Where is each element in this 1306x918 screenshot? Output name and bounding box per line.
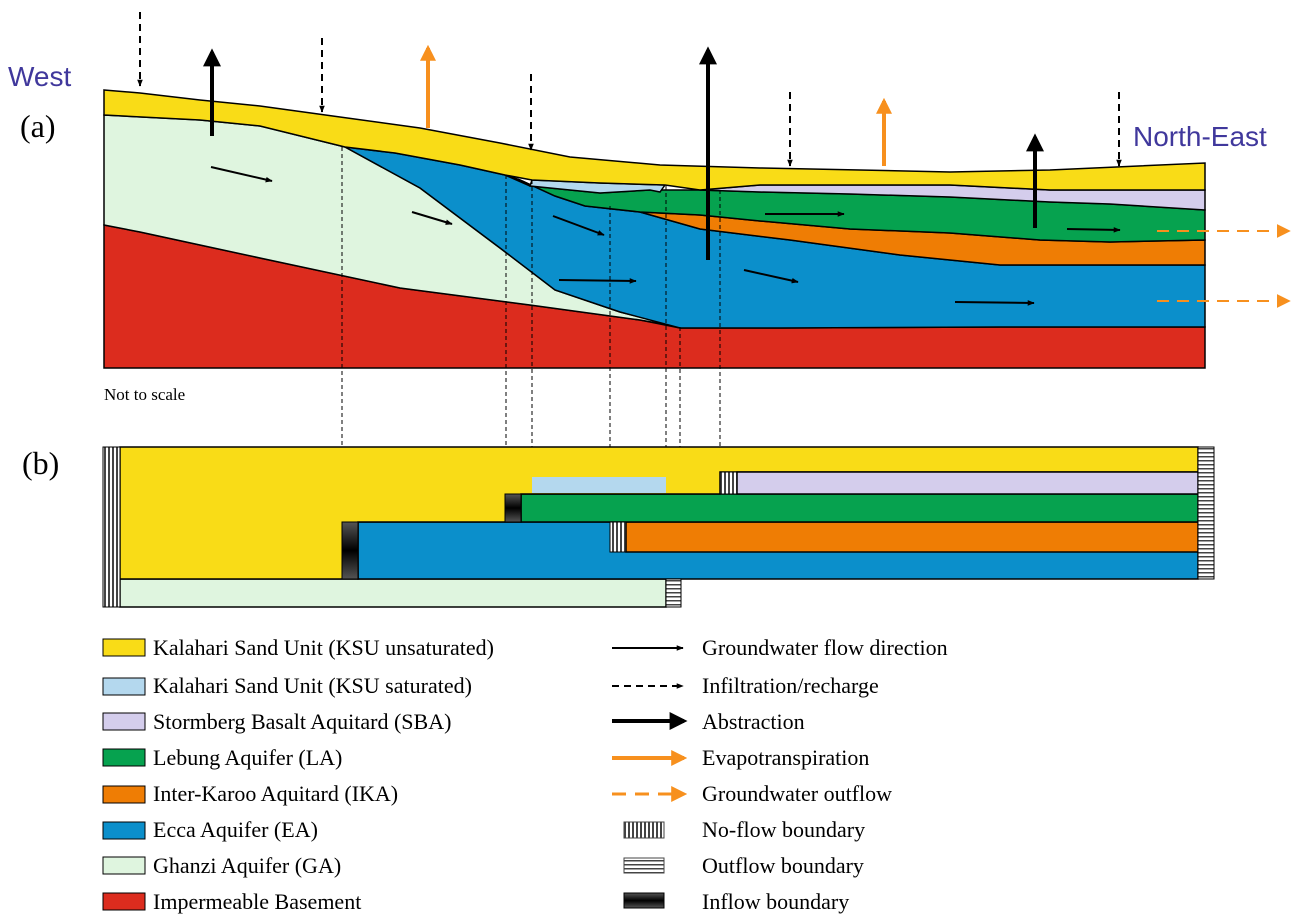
legend-swatch-ga	[102, 856, 146, 875]
no-flow-boundary-ika	[609, 521, 627, 553]
model-inter-karoo-aquitard	[625, 521, 1199, 553]
legend-label-abstraction: Abstraction	[702, 709, 805, 734]
legend-symbols: Groundwater flow direction Infiltration/…	[612, 635, 948, 914]
outflow-boundary-ghanzi	[665, 578, 682, 608]
model-kalahari-saturated	[532, 477, 666, 493]
legend-label-outflow: Groundwater outflow	[702, 781, 892, 806]
legend-outflow-boundary-icon	[623, 857, 665, 874]
inflow-boundary-ecca	[341, 521, 359, 580]
groundwater-flow-arrows	[210, 166, 1121, 306]
legend-swatch-ea	[102, 821, 146, 840]
model-layers-panel-b: (b)	[22, 445, 1215, 608]
legend-no-flow-boundary-icon	[623, 821, 665, 839]
groundwater-outflow-arrows	[1157, 224, 1291, 308]
model-stormberg-basalt-aquitard	[736, 471, 1199, 495]
outflow-boundary-east	[1197, 446, 1215, 580]
legend-label-basement: Impermeable Basement	[153, 889, 361, 914]
model-ghanzi-aquifer	[119, 578, 667, 608]
legend-label-ksu-saturated: Kalahari Sand Unit (KSU saturated)	[153, 673, 472, 698]
abstraction-arrows	[203, 46, 1044, 260]
recharge-arrows	[137, 12, 1122, 167]
legend-label-outflow-boundary: Outflow boundary	[702, 853, 864, 878]
inflow-boundary-lebung	[504, 493, 522, 523]
legend-label-recharge: Infiltration/recharge	[702, 673, 879, 698]
legend-swatch-ksu-saturated	[102, 677, 146, 696]
legend-swatch-ika	[102, 785, 146, 804]
legend-swatch-ksu-unsaturated	[102, 638, 146, 657]
legend-label-flow: Groundwater flow direction	[702, 635, 948, 660]
legend-label-la: Lebung Aquifer (LA)	[153, 745, 342, 770]
legend-swatch-basement	[102, 892, 146, 911]
legend-swatch-la	[102, 748, 146, 767]
legend-label-sba: Stormberg Basalt Aquitard (SBA)	[153, 709, 451, 734]
legend-inflow-boundary-icon	[623, 892, 665, 909]
evapotranspiration-arrows	[420, 44, 892, 166]
legend-label-no-flow-boundary: No-flow boundary	[702, 817, 865, 842]
scale-note: Not to scale	[104, 385, 185, 404]
legend-label-ga: Ghanzi Aquifer (GA)	[153, 853, 341, 878]
panel-a-label: (a)	[20, 108, 56, 144]
legend-label-inflow-boundary: Inflow boundary	[702, 889, 849, 914]
legend: Kalahari Sand Unit (KSU unsaturated) Kal…	[102, 635, 948, 914]
kalahari-unsaturated-layer	[103, 89, 1206, 191]
model-lebung-aquifer	[520, 493, 1199, 523]
legend-label-ksu-unsaturated: Kalahari Sand Unit (KSU unsaturated)	[153, 635, 494, 660]
legend-units: Kalahari Sand Unit (KSU unsaturated) Kal…	[102, 635, 494, 914]
no-flow-boundary-west	[102, 446, 121, 608]
cross-section-panel-a: West North-East (a) Not to scale	[8, 12, 1291, 580]
north-east-label: North-East	[1133, 121, 1267, 152]
west-label: West	[8, 61, 71, 92]
panel-b-label: (b)	[22, 445, 59, 481]
legend-swatch-sba	[102, 712, 146, 731]
legend-label-ika: Inter-Karoo Aquitard (IKA)	[153, 781, 398, 806]
legend-label-ea: Ecca Aquifer (EA)	[153, 817, 318, 842]
legend-label-evapotranspiration: Evapotranspiration	[702, 745, 869, 770]
no-flow-boundary-sba	[719, 471, 738, 495]
